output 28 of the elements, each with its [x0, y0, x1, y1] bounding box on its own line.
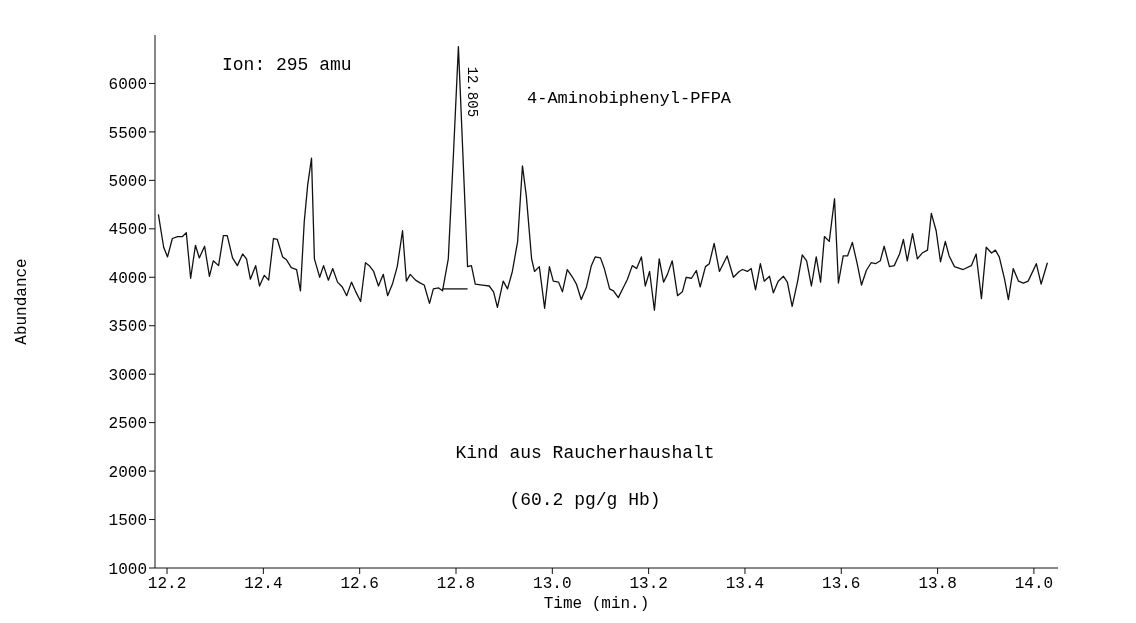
- x-tick-label: 12.8: [436, 575, 476, 593]
- y-tick-label: 1500: [108, 512, 147, 531]
- y-tick-label: 5500: [108, 124, 147, 143]
- y-tick-label: 4000: [108, 269, 147, 288]
- x-tick-label: 13.6: [822, 575, 861, 593]
- y-tick-label: 5000: [108, 172, 147, 191]
- y-tick-label: 2000: [108, 463, 147, 482]
- annotation: (60.2 pg/g Hb): [509, 490, 661, 510]
- annotation: Ion: 295 amu: [222, 55, 352, 75]
- x-tick-label: 12.4: [244, 575, 283, 593]
- x-tick-label: 12.2: [147, 575, 187, 593]
- x-tick-label: 12.6: [340, 575, 379, 593]
- y-tick-label: 1000: [108, 560, 147, 579]
- x-tick-label: 13.8: [918, 575, 957, 593]
- text: 4-Aminobiphenyl-PFPA: [527, 89, 732, 108]
- y-tick-label: 3000: [108, 366, 147, 385]
- annotation: Kind aus Raucherhaushalt: [455, 443, 715, 463]
- x-tick-label: 13.2: [629, 575, 668, 593]
- y-tick-label: 6000: [108, 76, 147, 95]
- y-tick-label: 3500: [108, 318, 147, 337]
- y-axis-title: Abundance: [13, 258, 31, 345]
- x-tick-label: 14.0: [1014, 575, 1054, 593]
- y-tick-label: 4500: [108, 221, 147, 240]
- y-tick-label: 2500: [108, 415, 147, 434]
- x-axis-title: Time (min.): [543, 595, 650, 613]
- x-tick-label: 13.4: [725, 575, 765, 593]
- annotation: 12.805: [464, 66, 481, 118]
- x-tick-label: 13.0: [533, 575, 572, 593]
